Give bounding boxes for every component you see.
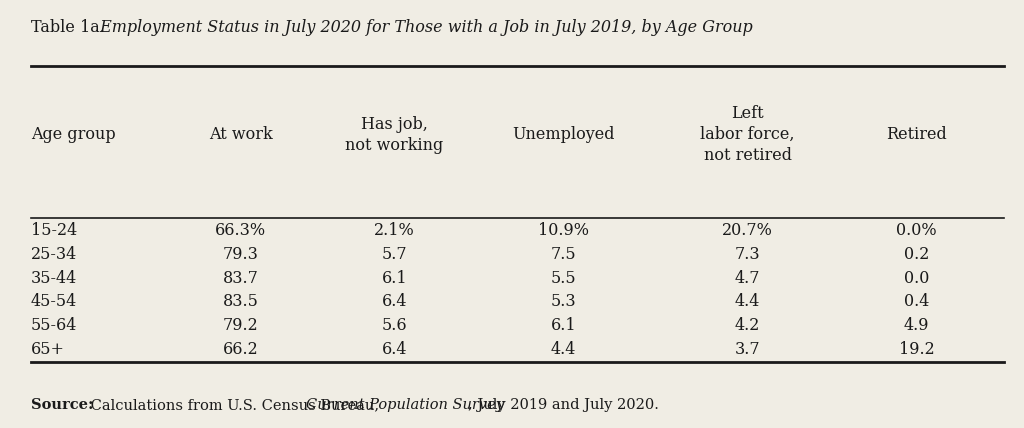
Text: 0.2: 0.2 [904, 246, 929, 263]
Text: 66.3%: 66.3% [215, 222, 266, 239]
Text: 6.4: 6.4 [382, 294, 407, 310]
Text: Calculations from U.S. Census Bureau,: Calculations from U.S. Census Bureau, [86, 398, 384, 412]
Text: 35-44: 35-44 [31, 270, 77, 286]
Text: 15-24: 15-24 [31, 222, 77, 239]
Text: 0.4: 0.4 [904, 294, 929, 310]
Text: 4.9: 4.9 [904, 317, 929, 334]
Text: 5.6: 5.6 [381, 317, 408, 334]
Text: Unemployed: Unemployed [512, 126, 614, 143]
Text: 83.7: 83.7 [222, 270, 259, 286]
Text: Has job,
not working: Has job, not working [345, 116, 443, 154]
Text: Current Population Survey: Current Population Survey [306, 398, 504, 412]
Text: 5.3: 5.3 [550, 294, 577, 310]
Text: 66.2: 66.2 [223, 341, 258, 358]
Text: 0.0%: 0.0% [896, 222, 937, 239]
Text: Source:: Source: [31, 398, 93, 412]
Text: 2.1%: 2.1% [374, 222, 415, 239]
Text: Age group: Age group [31, 126, 116, 143]
Text: 10.9%: 10.9% [538, 222, 589, 239]
Text: At work: At work [209, 126, 272, 143]
Text: 65+: 65+ [31, 341, 65, 358]
Text: Employment Status in July 2020 for Those with a Job in July 2019, by Age Group: Employment Status in July 2020 for Those… [95, 19, 753, 36]
Text: 7.5: 7.5 [550, 246, 577, 263]
Text: Table 1a.: Table 1a. [31, 19, 104, 36]
Text: Left
labor force,
not retired: Left labor force, not retired [700, 105, 795, 164]
Text: 4.7: 4.7 [735, 270, 760, 286]
Text: 25-34: 25-34 [31, 246, 77, 263]
Text: 19.2: 19.2 [899, 341, 934, 358]
Text: 4.4: 4.4 [551, 341, 575, 358]
Text: 55-64: 55-64 [31, 317, 77, 334]
Text: 4.4: 4.4 [735, 294, 760, 310]
Text: 4.2: 4.2 [735, 317, 760, 334]
Text: 0.0: 0.0 [904, 270, 929, 286]
Text: 3.7: 3.7 [734, 341, 761, 358]
Text: 79.2: 79.2 [223, 317, 258, 334]
Text: 6.1: 6.1 [381, 270, 408, 286]
Text: 6.4: 6.4 [382, 341, 407, 358]
Text: Retired: Retired [886, 126, 947, 143]
Text: 79.3: 79.3 [222, 246, 259, 263]
Text: 20.7%: 20.7% [722, 222, 773, 239]
Text: 5.5: 5.5 [550, 270, 577, 286]
Text: 6.1: 6.1 [550, 317, 577, 334]
Text: 7.3: 7.3 [734, 246, 761, 263]
Text: 45-54: 45-54 [31, 294, 77, 310]
Text: 83.5: 83.5 [222, 294, 259, 310]
Text: 5.7: 5.7 [381, 246, 408, 263]
Text: , July 2019 and July 2020.: , July 2019 and July 2020. [468, 398, 658, 412]
